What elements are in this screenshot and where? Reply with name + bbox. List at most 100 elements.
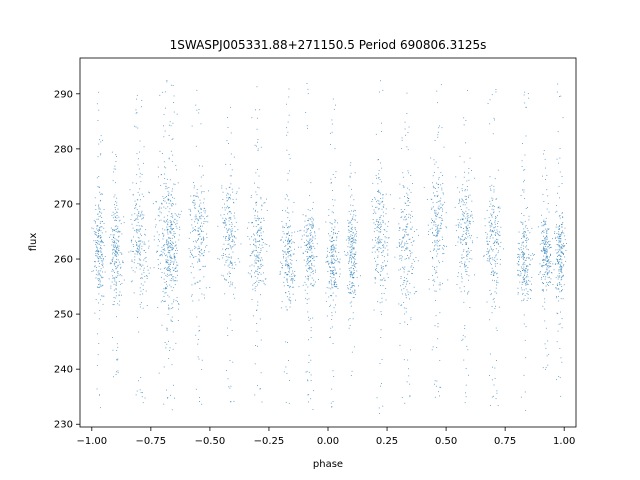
data-point — [113, 240, 115, 242]
data-point — [191, 249, 193, 251]
data-point — [173, 197, 175, 199]
data-point — [523, 257, 525, 259]
data-point — [254, 255, 256, 257]
data-point — [115, 252, 117, 254]
data-point — [327, 260, 329, 262]
data-point — [517, 293, 519, 295]
data-point — [287, 265, 289, 267]
data-point — [531, 258, 533, 260]
data-point — [308, 339, 309, 341]
data-point — [114, 255, 116, 257]
data-point — [543, 243, 545, 245]
data-point — [547, 260, 548, 262]
data-point — [99, 256, 101, 258]
data-point — [309, 318, 311, 320]
data-point — [225, 236, 226, 238]
data-point — [330, 255, 332, 257]
data-point — [550, 255, 551, 256]
data-point — [543, 276, 545, 277]
data-point — [375, 133, 377, 135]
data-point — [310, 380, 312, 381]
data-point — [526, 274, 528, 276]
data-point — [97, 236, 99, 238]
data-point — [144, 233, 146, 235]
data-point — [499, 246, 501, 248]
data-point — [466, 255, 468, 256]
data-point — [228, 193, 230, 195]
data-point — [226, 228, 227, 230]
data-point — [116, 359, 117, 361]
data-point — [229, 314, 231, 316]
data-point — [379, 246, 381, 248]
data-point — [399, 323, 401, 324]
data-point — [405, 294, 407, 296]
data-point — [145, 261, 147, 263]
data-point — [118, 294, 120, 296]
data-point — [256, 220, 258, 222]
data-point — [289, 247, 291, 248]
data-point — [255, 241, 257, 243]
data-point — [259, 388, 261, 389]
data-point — [560, 246, 562, 248]
data-point — [255, 247, 257, 249]
data-point — [338, 252, 340, 253]
data-point — [427, 224, 429, 226]
data-point — [517, 264, 519, 266]
data-point — [117, 370, 119, 372]
data-point — [96, 251, 98, 252]
data-point — [135, 109, 137, 111]
data-point — [464, 328, 466, 329]
data-point — [472, 221, 474, 223]
data-point — [137, 249, 139, 251]
data-point — [169, 256, 171, 258]
data-point — [143, 250, 145, 251]
data-point — [230, 231, 232, 233]
data-point — [458, 203, 460, 204]
data-point — [172, 154, 174, 156]
data-point — [522, 270, 524, 271]
data-point — [170, 203, 172, 205]
data-point — [518, 270, 520, 271]
data-point — [490, 264, 492, 265]
data-point — [314, 235, 316, 237]
data-point — [231, 222, 233, 223]
data-point — [406, 240, 407, 242]
data-point — [469, 307, 471, 308]
data-point — [544, 236, 546, 238]
data-point — [293, 202, 295, 203]
data-point — [334, 260, 336, 262]
data-point — [376, 201, 377, 203]
data-point — [531, 227, 533, 229]
data-point — [411, 252, 413, 254]
data-point — [97, 229, 99, 231]
data-point — [406, 92, 408, 94]
data-point — [256, 128, 258, 130]
data-point — [331, 255, 333, 257]
data-point — [306, 244, 308, 245]
data-point — [255, 262, 257, 264]
data-point — [139, 194, 140, 196]
data-point — [466, 186, 468, 187]
data-point — [561, 232, 562, 234]
data-point — [401, 259, 403, 261]
data-point — [292, 241, 294, 243]
data-point — [268, 245, 270, 247]
data-point — [198, 248, 200, 249]
data-point — [354, 229, 356, 231]
data-point — [195, 246, 197, 248]
data-point — [330, 336, 331, 338]
data-point — [376, 219, 378, 220]
data-point — [263, 217, 265, 219]
data-point — [135, 112, 137, 114]
data-point — [141, 277, 143, 278]
data-point — [131, 241, 132, 243]
data-point — [385, 213, 387, 215]
data-point — [412, 236, 413, 238]
data-point — [529, 263, 530, 265]
data-point — [433, 249, 434, 251]
data-point — [350, 227, 352, 229]
data-point — [331, 131, 333, 133]
data-point — [555, 249, 557, 251]
data-point — [385, 288, 387, 289]
data-point — [352, 318, 354, 320]
